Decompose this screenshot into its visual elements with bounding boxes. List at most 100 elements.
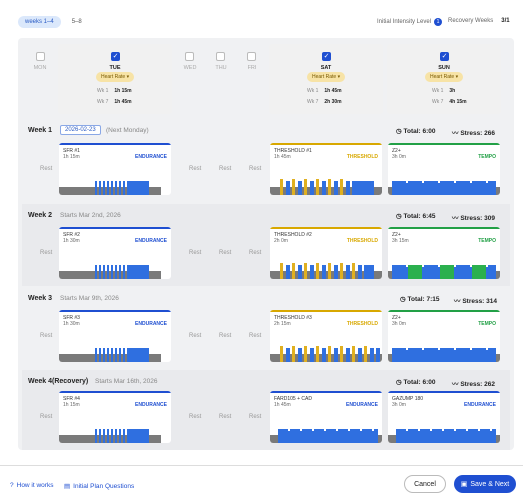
interval-bar bbox=[472, 265, 486, 279]
interval-bar bbox=[95, 348, 97, 362]
workout-profile-graph bbox=[270, 263, 382, 279]
interval-bar bbox=[470, 350, 472, 362]
week-2-title: Week 2 bbox=[28, 212, 52, 219]
interval-bar bbox=[312, 431, 314, 443]
workout-type: ENDURANCE bbox=[135, 402, 167, 408]
checkbox-sun[interactable]: ✓ bbox=[440, 52, 449, 61]
checkbox-sat[interactable]: ✓ bbox=[322, 52, 331, 61]
rest-label: Rest bbox=[219, 333, 232, 339]
how-it-works-link[interactable]: ? How it works bbox=[10, 482, 53, 489]
day-label-fri: FRI bbox=[247, 65, 257, 71]
interval-bar bbox=[286, 181, 290, 195]
start-date-input[interactable]: 2026-02-23 bbox=[60, 125, 101, 135]
interval-bar bbox=[304, 346, 307, 362]
interval-bar bbox=[270, 354, 280, 362]
workout-card[interactable]: Z2+ 3h 0m TEMPO bbox=[388, 310, 500, 362]
workout-card[interactable]: GAZUMP 180 3h 0m ENDURANCE bbox=[388, 391, 500, 443]
workout-profile-graph bbox=[388, 181, 500, 195]
workout-name: THRESHOLD #3 bbox=[274, 315, 312, 321]
interval-bar bbox=[123, 181, 125, 195]
card-accent bbox=[59, 227, 171, 229]
week-range-tabs: weeks 1–4 5–8 bbox=[18, 16, 89, 28]
workout-card[interactable]: SFR #1 1h 15m ENDURANCE bbox=[59, 143, 171, 195]
interval-bar bbox=[105, 187, 107, 195]
interval-bar bbox=[355, 271, 358, 279]
tab-weeks-1-4[interactable]: weeks 1–4 bbox=[18, 16, 61, 28]
workout-name: Z2+ bbox=[392, 232, 401, 238]
interval-bar bbox=[338, 271, 340, 279]
workout-type: TEMPO bbox=[478, 154, 496, 160]
checkbox-tue[interactable]: ✓ bbox=[111, 52, 120, 61]
total-prefix: Total: bbox=[407, 296, 425, 303]
workout-card[interactable]: Z2+ 3h 0m TEMPO bbox=[388, 143, 500, 195]
initial-plan-questions-link[interactable]: ▤ Initial Plan Questions bbox=[64, 482, 134, 491]
interval-bar bbox=[343, 271, 346, 279]
workout-profile-graph bbox=[59, 181, 161, 195]
workout-name: Z2+ bbox=[392, 148, 401, 154]
workout-type: THRESHOLD bbox=[346, 238, 378, 244]
interval-bar bbox=[406, 183, 408, 195]
checkbox-mon[interactable] bbox=[36, 52, 45, 61]
interval-bar bbox=[346, 181, 350, 195]
checkbox-fri[interactable] bbox=[247, 52, 256, 61]
workout-card[interactable]: SFR #4 1h 15m ENDURANCE bbox=[59, 391, 171, 443]
stress-prefix: Stress: bbox=[460, 130, 483, 137]
workout-card[interactable]: THRESHOLD #2 2h 0m THRESHOLD bbox=[270, 227, 382, 279]
card-accent bbox=[388, 391, 500, 393]
checkbox-wed[interactable] bbox=[185, 52, 194, 61]
interval-bar bbox=[440, 348, 454, 362]
interval-bar bbox=[340, 179, 343, 195]
hr-dropdown-sun[interactable]: Heart Rate ▾ bbox=[425, 72, 464, 82]
workout-name: GAZUMP 180 bbox=[392, 396, 424, 402]
interval-bar bbox=[101, 187, 103, 195]
interval-bar bbox=[496, 435, 500, 443]
interval-bar bbox=[59, 435, 95, 443]
intensity-level[interactable]: Initial Intensity Level 1 bbox=[377, 18, 443, 26]
interval-bar bbox=[456, 181, 470, 195]
workout-card[interactable]: FARD105 + CAD 1h 45m ENDURANCE bbox=[270, 391, 382, 443]
interval-bar bbox=[127, 181, 149, 195]
interval-bar bbox=[105, 435, 107, 443]
clock-icon: ◷ bbox=[396, 213, 404, 220]
workout-card[interactable]: Z2+ 3h 15m TEMPO bbox=[388, 227, 500, 279]
week-3-stress-value: 314 bbox=[486, 298, 498, 305]
interval-bar bbox=[117, 187, 119, 195]
interval-bar bbox=[420, 429, 430, 443]
hr-dropdown-sat[interactable]: Heart Rate ▾ bbox=[307, 72, 346, 82]
checkbox-thu[interactable] bbox=[216, 52, 225, 61]
interval-bar bbox=[95, 265, 97, 279]
workout-duration: 1h 45m bbox=[274, 402, 291, 408]
clock-icon: ◷ bbox=[396, 128, 404, 135]
interval-bar bbox=[432, 429, 442, 443]
interval-bar bbox=[336, 431, 338, 443]
interval-bar bbox=[283, 271, 286, 279]
interval-bar bbox=[113, 187, 115, 195]
week-1-note: (Next Monday) bbox=[106, 127, 149, 134]
workout-card[interactable]: THRESHOLD #3 2h 15m THRESHOLD bbox=[270, 310, 382, 362]
workout-card[interactable]: THRESHOLD #1 1h 45m THRESHOLD bbox=[270, 143, 382, 195]
workout-card[interactable]: SFR #2 1h 30m ENDURANCE bbox=[59, 227, 171, 279]
cancel-button[interactable]: Cancel bbox=[404, 475, 446, 493]
interval-bar bbox=[119, 348, 121, 362]
sat-wk7: Wk 7 2h 30m bbox=[307, 99, 342, 105]
interval-bar bbox=[111, 181, 113, 195]
interval-bar bbox=[113, 435, 115, 443]
interval-bar bbox=[326, 187, 328, 195]
workout-card[interactable]: SFR #3 1h 30m ENDURANCE bbox=[59, 310, 171, 362]
week-1-stress: 〰 Stress: 266 bbox=[452, 127, 495, 137]
interval-bar bbox=[97, 435, 99, 443]
hr-dropdown-tue[interactable]: Heart Rate ▾ bbox=[96, 72, 135, 82]
save-next-button[interactable]: ▣ Save & Next bbox=[454, 475, 516, 493]
interval-bar bbox=[99, 265, 101, 279]
card-accent bbox=[270, 391, 382, 393]
workout-name: THRESHOLD #2 bbox=[274, 232, 312, 238]
recovery-weeks[interactable]: Recovery Weeks 3/1 bbox=[448, 18, 510, 24]
workout-duration: 3h 0m bbox=[392, 402, 406, 408]
interval-bar bbox=[326, 429, 336, 443]
wk1-label: Wk 1 bbox=[432, 88, 444, 94]
interval-bar bbox=[292, 346, 295, 362]
interval-bar bbox=[331, 271, 334, 279]
tab-weeks-5-8[interactable]: 5–8 bbox=[71, 19, 82, 25]
interval-bar bbox=[396, 429, 406, 443]
sun-wk7: Wk 7 4h 15m bbox=[432, 99, 467, 105]
